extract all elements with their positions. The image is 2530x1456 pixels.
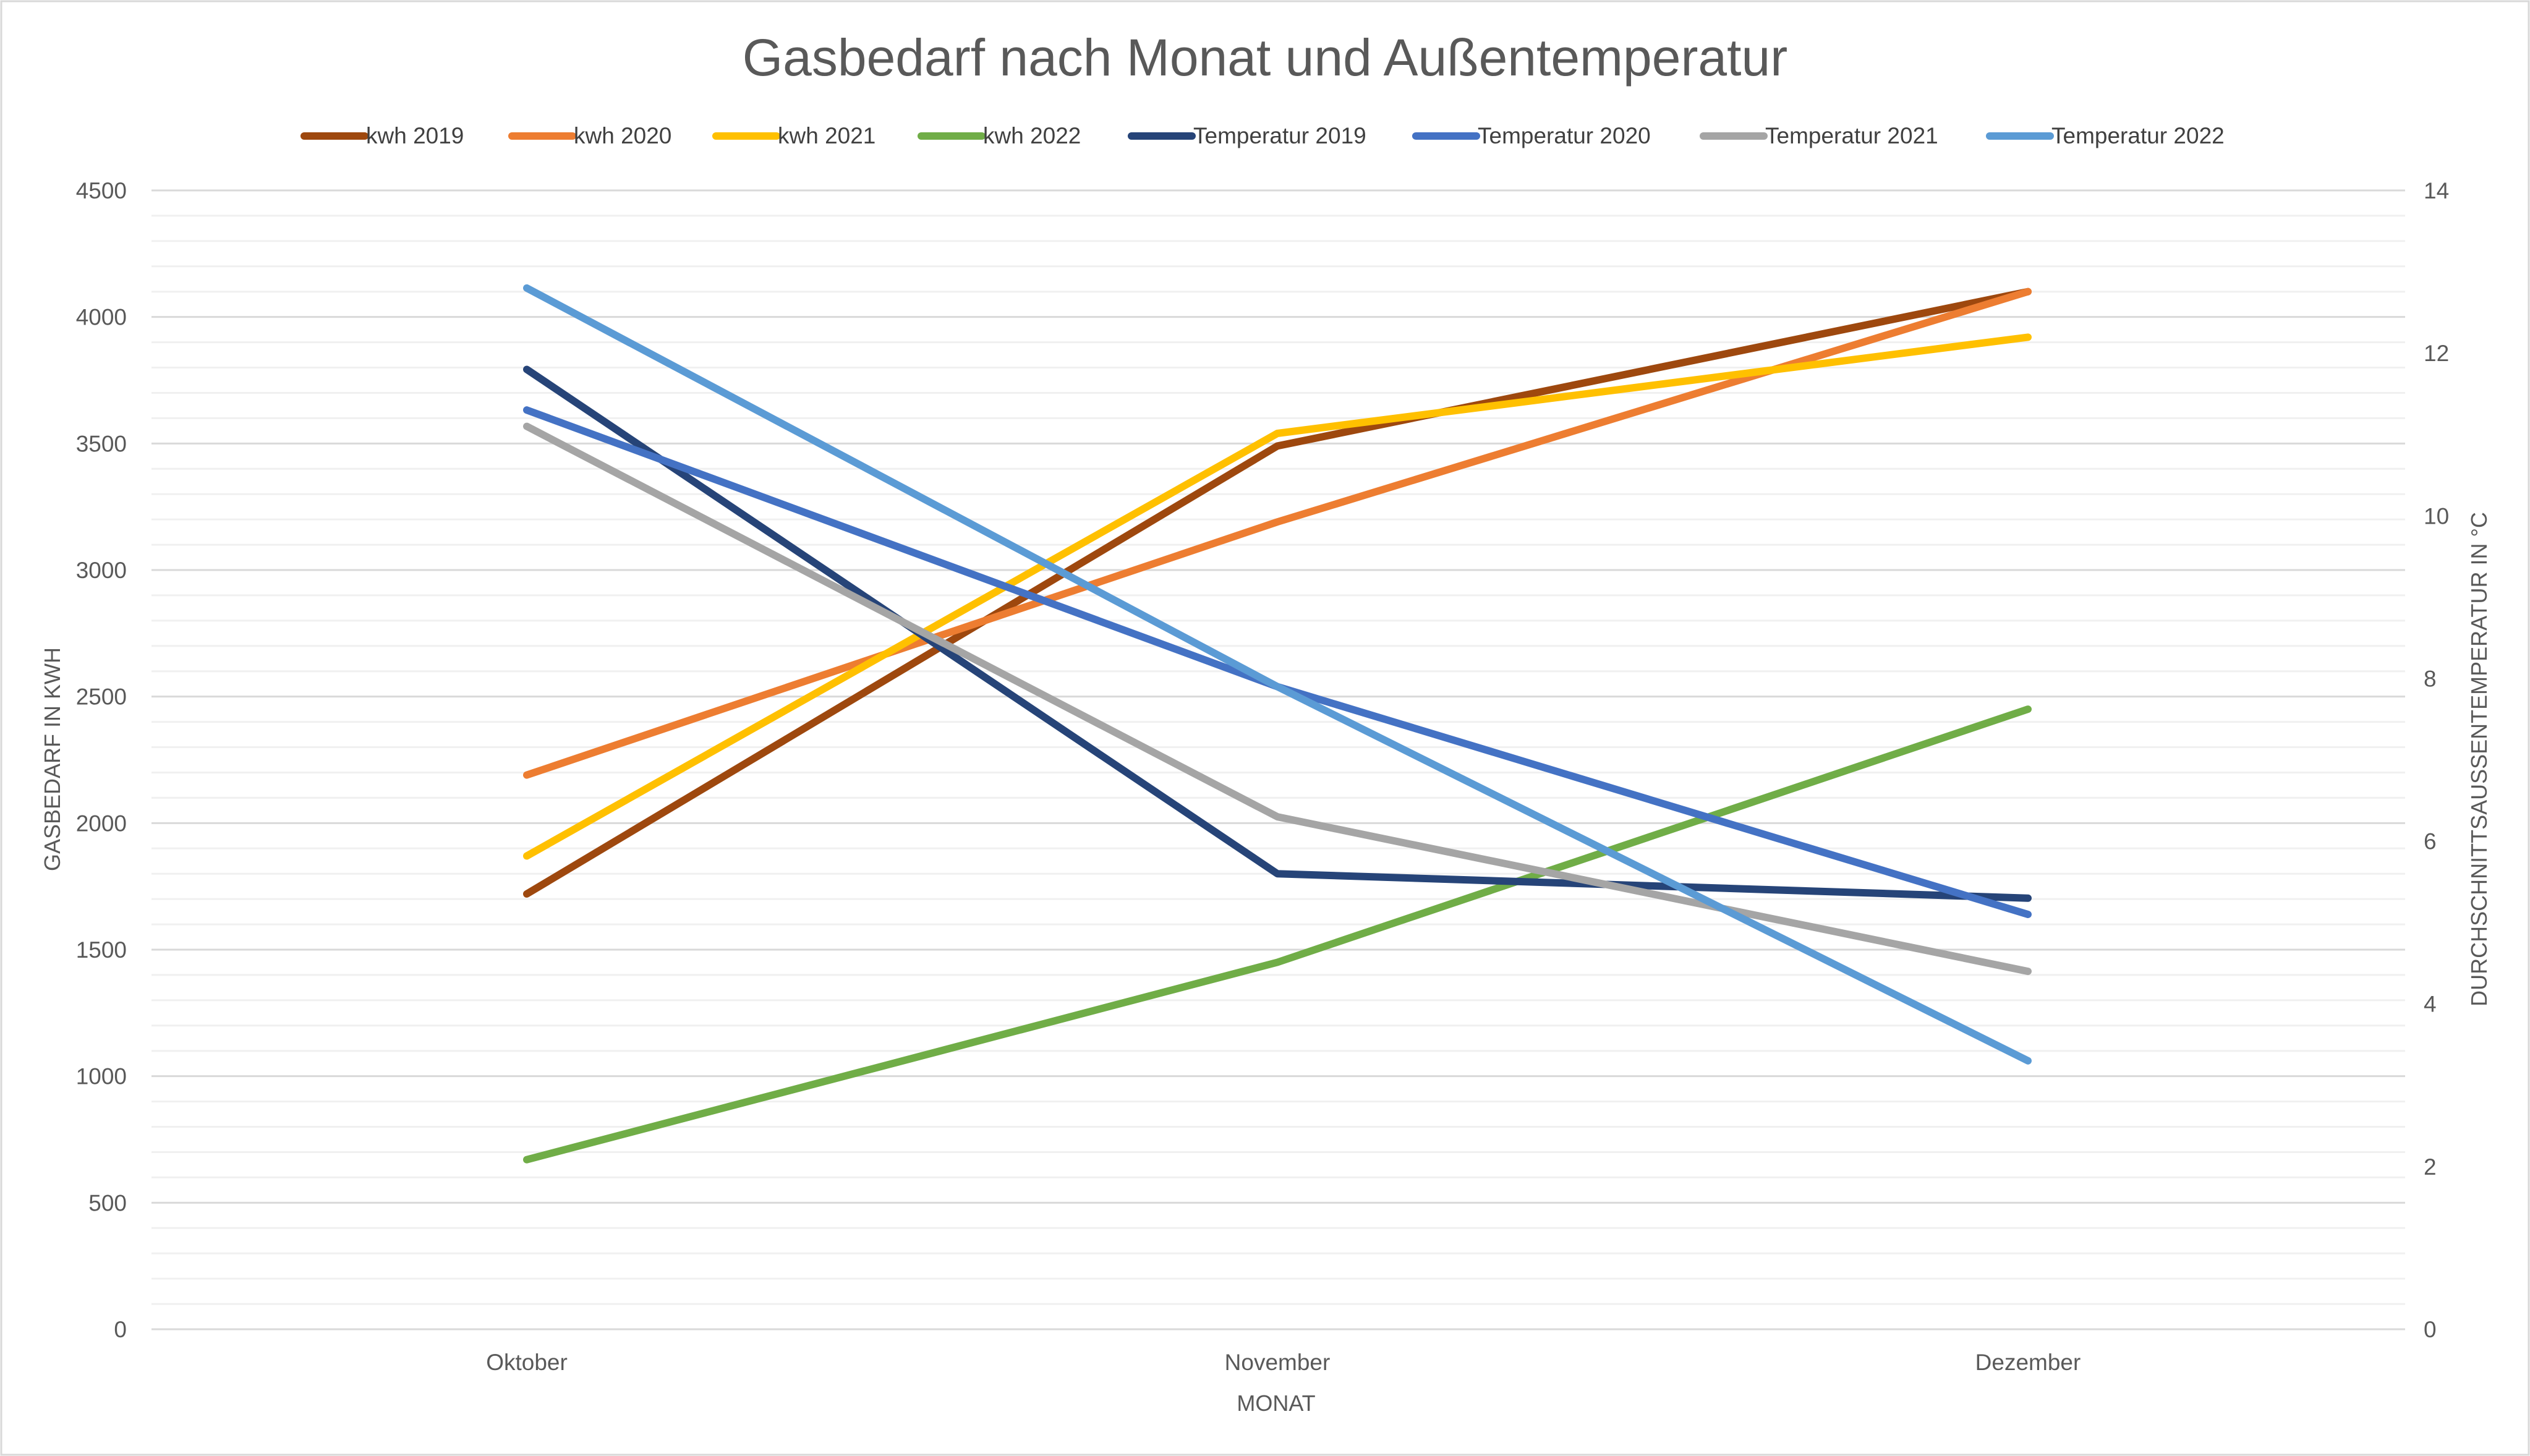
y-tick-label: 2000 [76,811,127,836]
y-tick-label: 4000 [76,305,127,330]
series-line-temperatur-2021 [523,422,2032,976]
series-line-temperatur-2019 [523,365,2032,902]
y-tick-label: 1500 [76,937,127,963]
y-tick-label: 3000 [76,558,127,583]
legend-label: Temperatur 2020 [1478,123,1651,148]
series-line-temperatur-2022 [523,284,2032,1065]
legend-label: kwh 2022 [983,123,1081,148]
legend: kwh 2019 kwh 2020 kwh 2021 kwh 2022 Temperat… [300,123,2225,148]
series-line-kwh-2022 [523,705,2032,1164]
y-axis-title: GASBEDARF IN KWH [40,647,65,871]
y2-tick-label: 10 [2424,503,2449,529]
y-tick-label: 0 [114,1317,127,1342]
legend-label: kwh 2019 [366,123,464,148]
legend-label: Temperatur 2019 [1193,123,1366,148]
x-tick-label: November [1225,1350,1331,1375]
y2-axis-title: DURCHSCHNITTSAUSSENTEMPERATUR IN °C [2466,512,2492,1007]
y-tick-label: 4500 [76,178,127,203]
legend-label: Temperatur 2021 [1765,123,1938,148]
plot-area [523,284,2032,1164]
y-axis-left: 0 500 1000 1500 2000 2500 3000 3500 4000 4500 [76,178,127,1342]
legend-label: Temperatur 2022 [2051,123,2225,148]
y2-tick-label: 8 [2424,666,2437,691]
x-tick-label: Oktober [486,1350,568,1375]
x-tick-label: Dezember [1975,1350,2081,1375]
y-axis-right: 0 2 4 6 8 10 12 14 [2424,178,2449,1342]
y-tick-label: 500 [88,1190,127,1215]
y2-tick-label: 12 [2424,341,2449,366]
legend-label: kwh 2020 [574,123,671,148]
y2-tick-label: 2 [2424,1154,2437,1180]
y2-tick-label: 6 [2424,829,2437,854]
x-axis-title: MONAT [1237,1390,1315,1416]
x-axis: Oktober November Dezember [486,1350,2081,1375]
series-line-kwh-2021 [523,333,2032,860]
y2-tick-label: 14 [2424,178,2449,203]
series-line-kwh-2019 [523,287,2032,898]
legend-label: kwh 2021 [778,123,875,148]
chart-title: Gasbedarf nach Monat und Außentemperatur [743,28,1787,87]
gridlines [151,189,2405,1330]
y-tick-label: 1000 [76,1064,127,1089]
y2-tick-label: 4 [2424,992,2437,1017]
y-tick-label: 2500 [76,684,127,710]
y-tick-label: 3500 [76,431,127,456]
y2-tick-label: 0 [2424,1317,2437,1342]
